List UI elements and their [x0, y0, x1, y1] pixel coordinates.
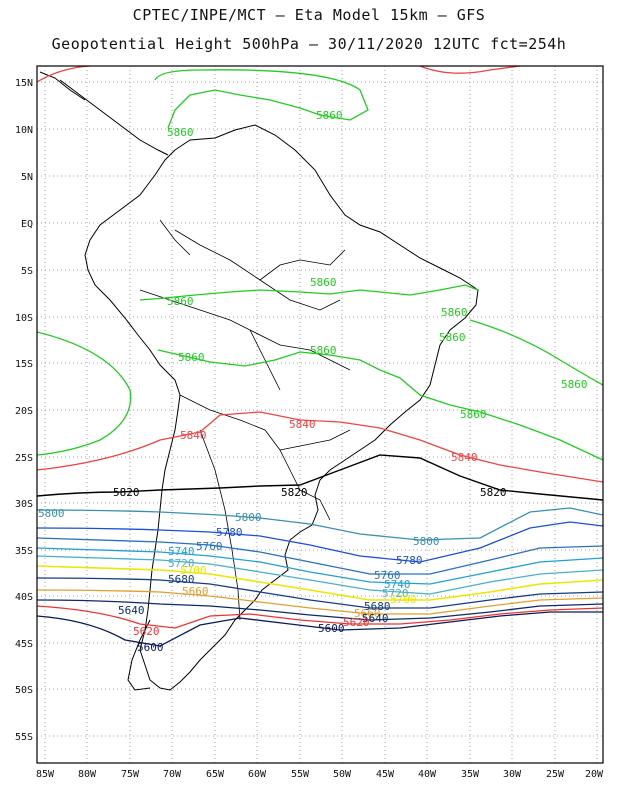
lon-tick: 50W: [333, 769, 352, 780]
lon-tick: 20W: [585, 769, 604, 780]
label-5860: 5860: [310, 276, 337, 289]
label-5720: 5720: [168, 557, 195, 570]
title-line-1: CPTEC/INPE/MCT – Eta Model 15km – GFS: [132, 6, 486, 24]
lon-tick: 55W: [291, 769, 310, 780]
label-5840: 5840: [289, 418, 316, 431]
contour-5860-west: [37, 331, 132, 456]
label-5820: 5820: [480, 486, 507, 499]
latitude-axis: 15N 10N 5N EQ 5S 10S 15S 20S 25S 30S 35S…: [15, 78, 33, 743]
lon-tick: 30W: [503, 769, 522, 780]
lon-tick: 45W: [376, 769, 395, 780]
coastline-south-america: [39, 71, 479, 691]
contour-5700: [37, 565, 603, 601]
label-5800: 5800: [413, 535, 440, 548]
label-5800: 5800: [235, 511, 262, 524]
lon-tick: 85W: [36, 769, 55, 780]
label-5600: 5600: [318, 622, 345, 635]
label-5860: 5860: [460, 408, 487, 421]
label-5860: 5860: [310, 344, 337, 357]
label-5640: 5640: [362, 612, 389, 625]
lon-tick: 35W: [461, 769, 480, 780]
longitude-axis: 85W 80W 75W 70W 65W 60W 55W 50W 45W 40W …: [36, 769, 604, 780]
lon-tick: 80W: [78, 769, 97, 780]
contour-5860-east: [469, 319, 603, 386]
label-5740: 5740: [168, 545, 195, 558]
label-5660: 5660: [182, 585, 209, 598]
label-5680: 5680: [168, 573, 195, 586]
contour-5660: [37, 589, 603, 615]
lat-tick: 15N: [15, 78, 33, 89]
label-5760: 5760: [196, 540, 223, 553]
lat-tick: 10S: [15, 313, 33, 324]
label-5860: 5860: [167, 295, 194, 308]
map-frame: [36, 65, 604, 764]
contour-5800: [37, 507, 603, 541]
label-5720: 5720: [382, 587, 409, 600]
lon-tick: 75W: [121, 769, 140, 780]
contour-5820: [37, 454, 603, 501]
label-5660: 5660: [354, 607, 381, 620]
contour-5860-south: [157, 349, 603, 461]
lat-tick: 30S: [15, 499, 33, 510]
label-5640: 5640: [118, 604, 145, 617]
lat-tick: 20S: [15, 406, 33, 417]
lat-tick: 5N: [21, 172, 33, 183]
lon-tick: 60W: [248, 769, 267, 780]
label-5860: 5860: [178, 351, 205, 364]
contour-5600: [37, 611, 603, 647]
label-5760: 5760: [374, 569, 401, 582]
lat-tick: 35S: [15, 546, 33, 557]
label-5680: 5680: [364, 600, 391, 613]
label-5740: 5740: [384, 578, 411, 591]
label-5780: 5780: [396, 554, 423, 567]
lat-tick: EQ: [21, 219, 33, 230]
contour-5760: [37, 537, 603, 575]
label-5820: 5820: [113, 486, 140, 499]
lat-tick: 45S: [15, 639, 33, 650]
country-borders: [139, 219, 351, 621]
label-5860: 5860: [316, 109, 343, 122]
lat-tick: 40S: [15, 592, 33, 603]
contour-5840: [37, 66, 603, 483]
label-5840: 5840: [451, 451, 478, 464]
label-5860: 5860: [439, 331, 466, 344]
lon-tick: 70W: [163, 769, 182, 780]
contour-5860-central: [139, 284, 479, 301]
lat-tick: 15S: [15, 359, 33, 370]
contour-5720: [37, 555, 603, 595]
contour-labels: 5860 5860 5860 5860 5860 5860 5860 5860 …: [38, 109, 588, 654]
label-5780: 5780: [216, 526, 243, 539]
contour-5860-north: [154, 69, 369, 129]
contour-5740: [37, 547, 603, 585]
label-5700: 5700: [180, 564, 207, 577]
lat-tick: 10N: [15, 125, 33, 136]
label-5800: 5800: [38, 507, 65, 520]
label-5600: 5600: [137, 641, 164, 654]
label-5860: 5860: [167, 126, 194, 139]
lat-tick: 25S: [15, 453, 33, 464]
lat-tick: 55S: [15, 732, 33, 743]
contour-5640: [37, 599, 603, 621]
label-5700: 5700: [390, 593, 417, 606]
lon-tick: 25W: [546, 769, 565, 780]
lat-tick: 50S: [15, 685, 33, 696]
grid: [37, 66, 603, 763]
contour-5780: [37, 521, 603, 563]
lon-tick: 65W: [206, 769, 225, 780]
label-5860: 5860: [561, 378, 588, 391]
label-5820: 5820: [281, 486, 308, 499]
lat-tick: 5S: [21, 266, 33, 277]
label-5840: 5840: [180, 429, 207, 442]
contour-5680: [37, 577, 603, 609]
label-5860: 5860: [441, 306, 468, 319]
label-5620: 5620: [133, 625, 160, 638]
contour-5860: [37, 69, 603, 461]
contour-5620: [37, 605, 603, 629]
label-5620: 5620: [343, 616, 370, 629]
lon-tick: 40W: [418, 769, 437, 780]
title-line-2: Geopotential Height 500hPa – 30/11/2020 …: [51, 35, 567, 53]
